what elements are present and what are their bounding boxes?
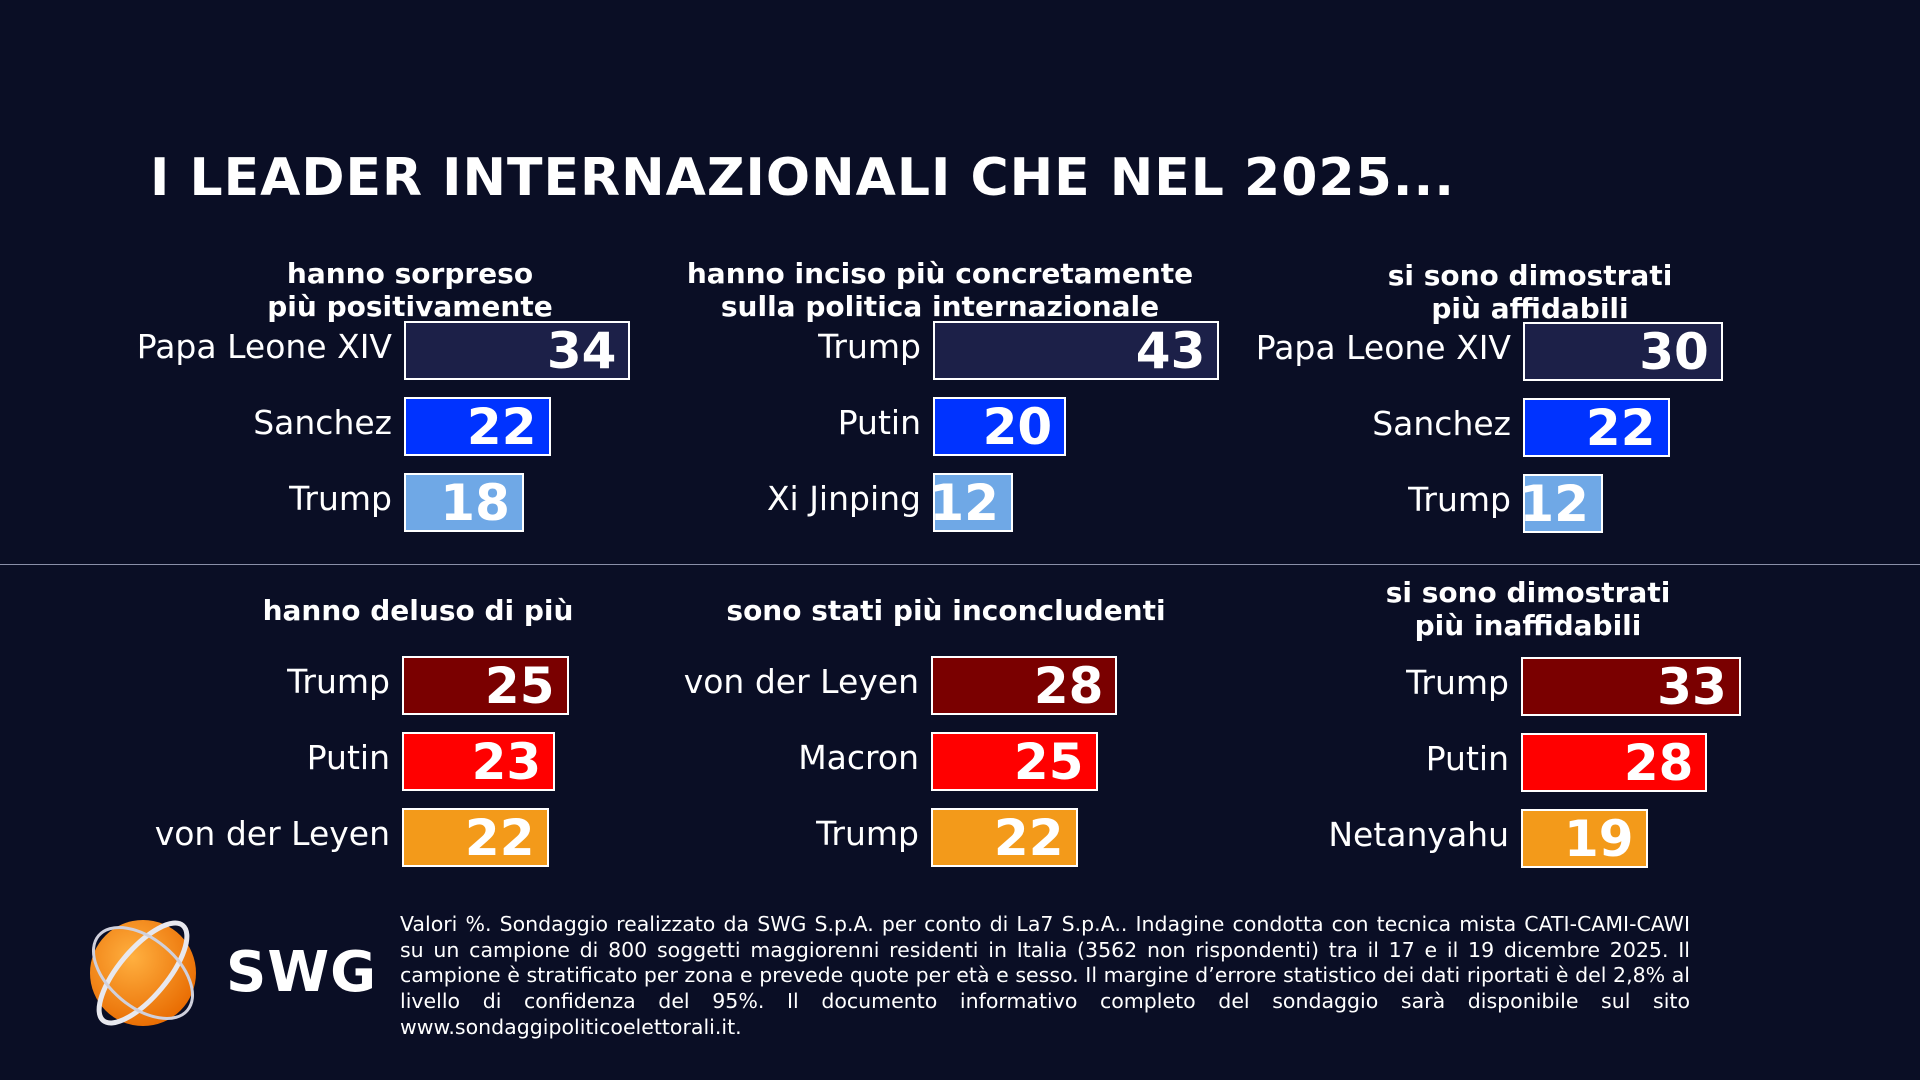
bar-row: Trump 33 bbox=[0, 657, 1741, 716]
bar: 23 bbox=[402, 732, 556, 791]
bar-label: Trump bbox=[1408, 480, 1511, 519]
bar-label: Putin bbox=[837, 403, 921, 442]
bar-value: 22 bbox=[1585, 399, 1656, 457]
bar-row: Papa Leone XIV 30 bbox=[0, 322, 1723, 381]
chart-subtitle: si sono dimostrati più affidabili bbox=[1387, 259, 1673, 325]
chart-subtitle: si sono dimostrati più inaffidabili bbox=[1385, 576, 1671, 642]
bar-row: Macron 25 bbox=[0, 732, 1098, 791]
bar-value: 34 bbox=[546, 322, 617, 380]
bar: 19 bbox=[1521, 809, 1648, 868]
bar: 43 bbox=[933, 321, 1220, 380]
bar-value: 20 bbox=[982, 398, 1053, 456]
bar-value: 33 bbox=[1657, 658, 1727, 716]
bar-value: 23 bbox=[471, 733, 542, 791]
bar-label: Xi Jinping bbox=[766, 479, 921, 518]
chart-subtitle: hanno inciso più concretamente sulla pol… bbox=[686, 257, 1194, 323]
bar-value: 25 bbox=[1013, 733, 1084, 791]
bar-label: Macron bbox=[798, 738, 919, 777]
bar-row: Putin 23 bbox=[0, 732, 556, 791]
bar-value: 19 bbox=[1563, 810, 1634, 868]
bar-label: Sanchez bbox=[253, 403, 392, 442]
bar-value: 25 bbox=[484, 657, 555, 715]
bar-row: Putin 20 bbox=[0, 397, 1067, 456]
bar-row: Papa Leone XIV 34 bbox=[0, 321, 631, 380]
bar: 34 bbox=[404, 321, 631, 380]
bar-row: Putin 28 bbox=[0, 733, 1708, 792]
bar-value: 12 bbox=[929, 474, 999, 532]
bar-label: Trump bbox=[289, 479, 392, 518]
bar-value: 22 bbox=[993, 809, 1064, 867]
bar: 12 bbox=[929, 473, 1013, 532]
bar: 18 bbox=[404, 473, 524, 532]
bar-label: von der Leyen bbox=[683, 662, 919, 701]
chart-subtitle: sono stati più inconcludenti bbox=[726, 594, 1166, 627]
bar-value: 18 bbox=[440, 474, 510, 532]
bar-row: Trump 12 bbox=[0, 474, 1603, 533]
bar-label: von der Leyen bbox=[154, 814, 390, 853]
bar: 12 bbox=[1519, 474, 1603, 533]
footnote: Valori %. Sondaggio realizzato da SWG S.… bbox=[400, 912, 1690, 1039]
bar-value: 22 bbox=[466, 398, 537, 456]
bar-value: 22 bbox=[464, 809, 535, 867]
bar-label: Papa Leone XIV bbox=[1255, 328, 1511, 367]
bar-label: Trump bbox=[287, 662, 390, 701]
bar-row: von der Leyen 22 bbox=[0, 808, 549, 867]
bar: 22 bbox=[404, 397, 551, 456]
bar-value: 12 bbox=[1519, 475, 1589, 533]
bar: 25 bbox=[402, 656, 569, 715]
bar: 22 bbox=[402, 808, 549, 867]
bar: 25 bbox=[931, 732, 1098, 791]
bar-row: Sanchez 22 bbox=[0, 398, 1670, 457]
page-title: I LEADER INTERNAZIONALI CHE NEL 2025... bbox=[150, 148, 1456, 208]
bar-row: Netanyahu 19 bbox=[0, 809, 1648, 868]
bar: 28 bbox=[931, 656, 1118, 715]
bar-row: Trump 18 bbox=[0, 473, 524, 532]
bar-row: von der Leyen 28 bbox=[0, 656, 1118, 715]
bar-label: Sanchez bbox=[1372, 404, 1511, 443]
swg-logo-text: SWG bbox=[226, 940, 378, 1005]
bar: 30 bbox=[1523, 322, 1723, 381]
bar-row: Trump 43 bbox=[0, 321, 1220, 380]
bar: 22 bbox=[931, 808, 1078, 867]
bar: 22 bbox=[1523, 398, 1670, 457]
chart-subtitle: hanno sorpreso più positivamente bbox=[267, 257, 553, 323]
bar-label: Putin bbox=[1425, 739, 1509, 778]
bar-label: Putin bbox=[306, 738, 390, 777]
bar-label: Trump bbox=[1406, 663, 1509, 702]
bar-label: Trump bbox=[818, 327, 921, 366]
bar-row: Trump 22 bbox=[0, 808, 1078, 867]
swg-globe-logo bbox=[90, 920, 196, 1026]
bar-value: 28 bbox=[1623, 734, 1694, 792]
bar-row: Trump 25 bbox=[0, 656, 569, 715]
bar-value: 30 bbox=[1639, 323, 1709, 381]
bar-label: Papa Leone XIV bbox=[136, 327, 392, 366]
chart-subtitle: hanno deluso di più bbox=[262, 594, 574, 627]
bar-label: Trump bbox=[816, 814, 919, 853]
bar-value: 28 bbox=[1033, 657, 1104, 715]
bar: 28 bbox=[1521, 733, 1708, 792]
bar-label: Netanyahu bbox=[1328, 815, 1509, 854]
divider bbox=[0, 564, 1920, 565]
bar: 33 bbox=[1521, 657, 1741, 716]
bar-row: Xi Jinping 12 bbox=[0, 473, 1013, 532]
bar: 20 bbox=[933, 397, 1067, 456]
bar-row: Sanchez 22 bbox=[0, 397, 551, 456]
bar-value: 43 bbox=[1135, 322, 1206, 380]
